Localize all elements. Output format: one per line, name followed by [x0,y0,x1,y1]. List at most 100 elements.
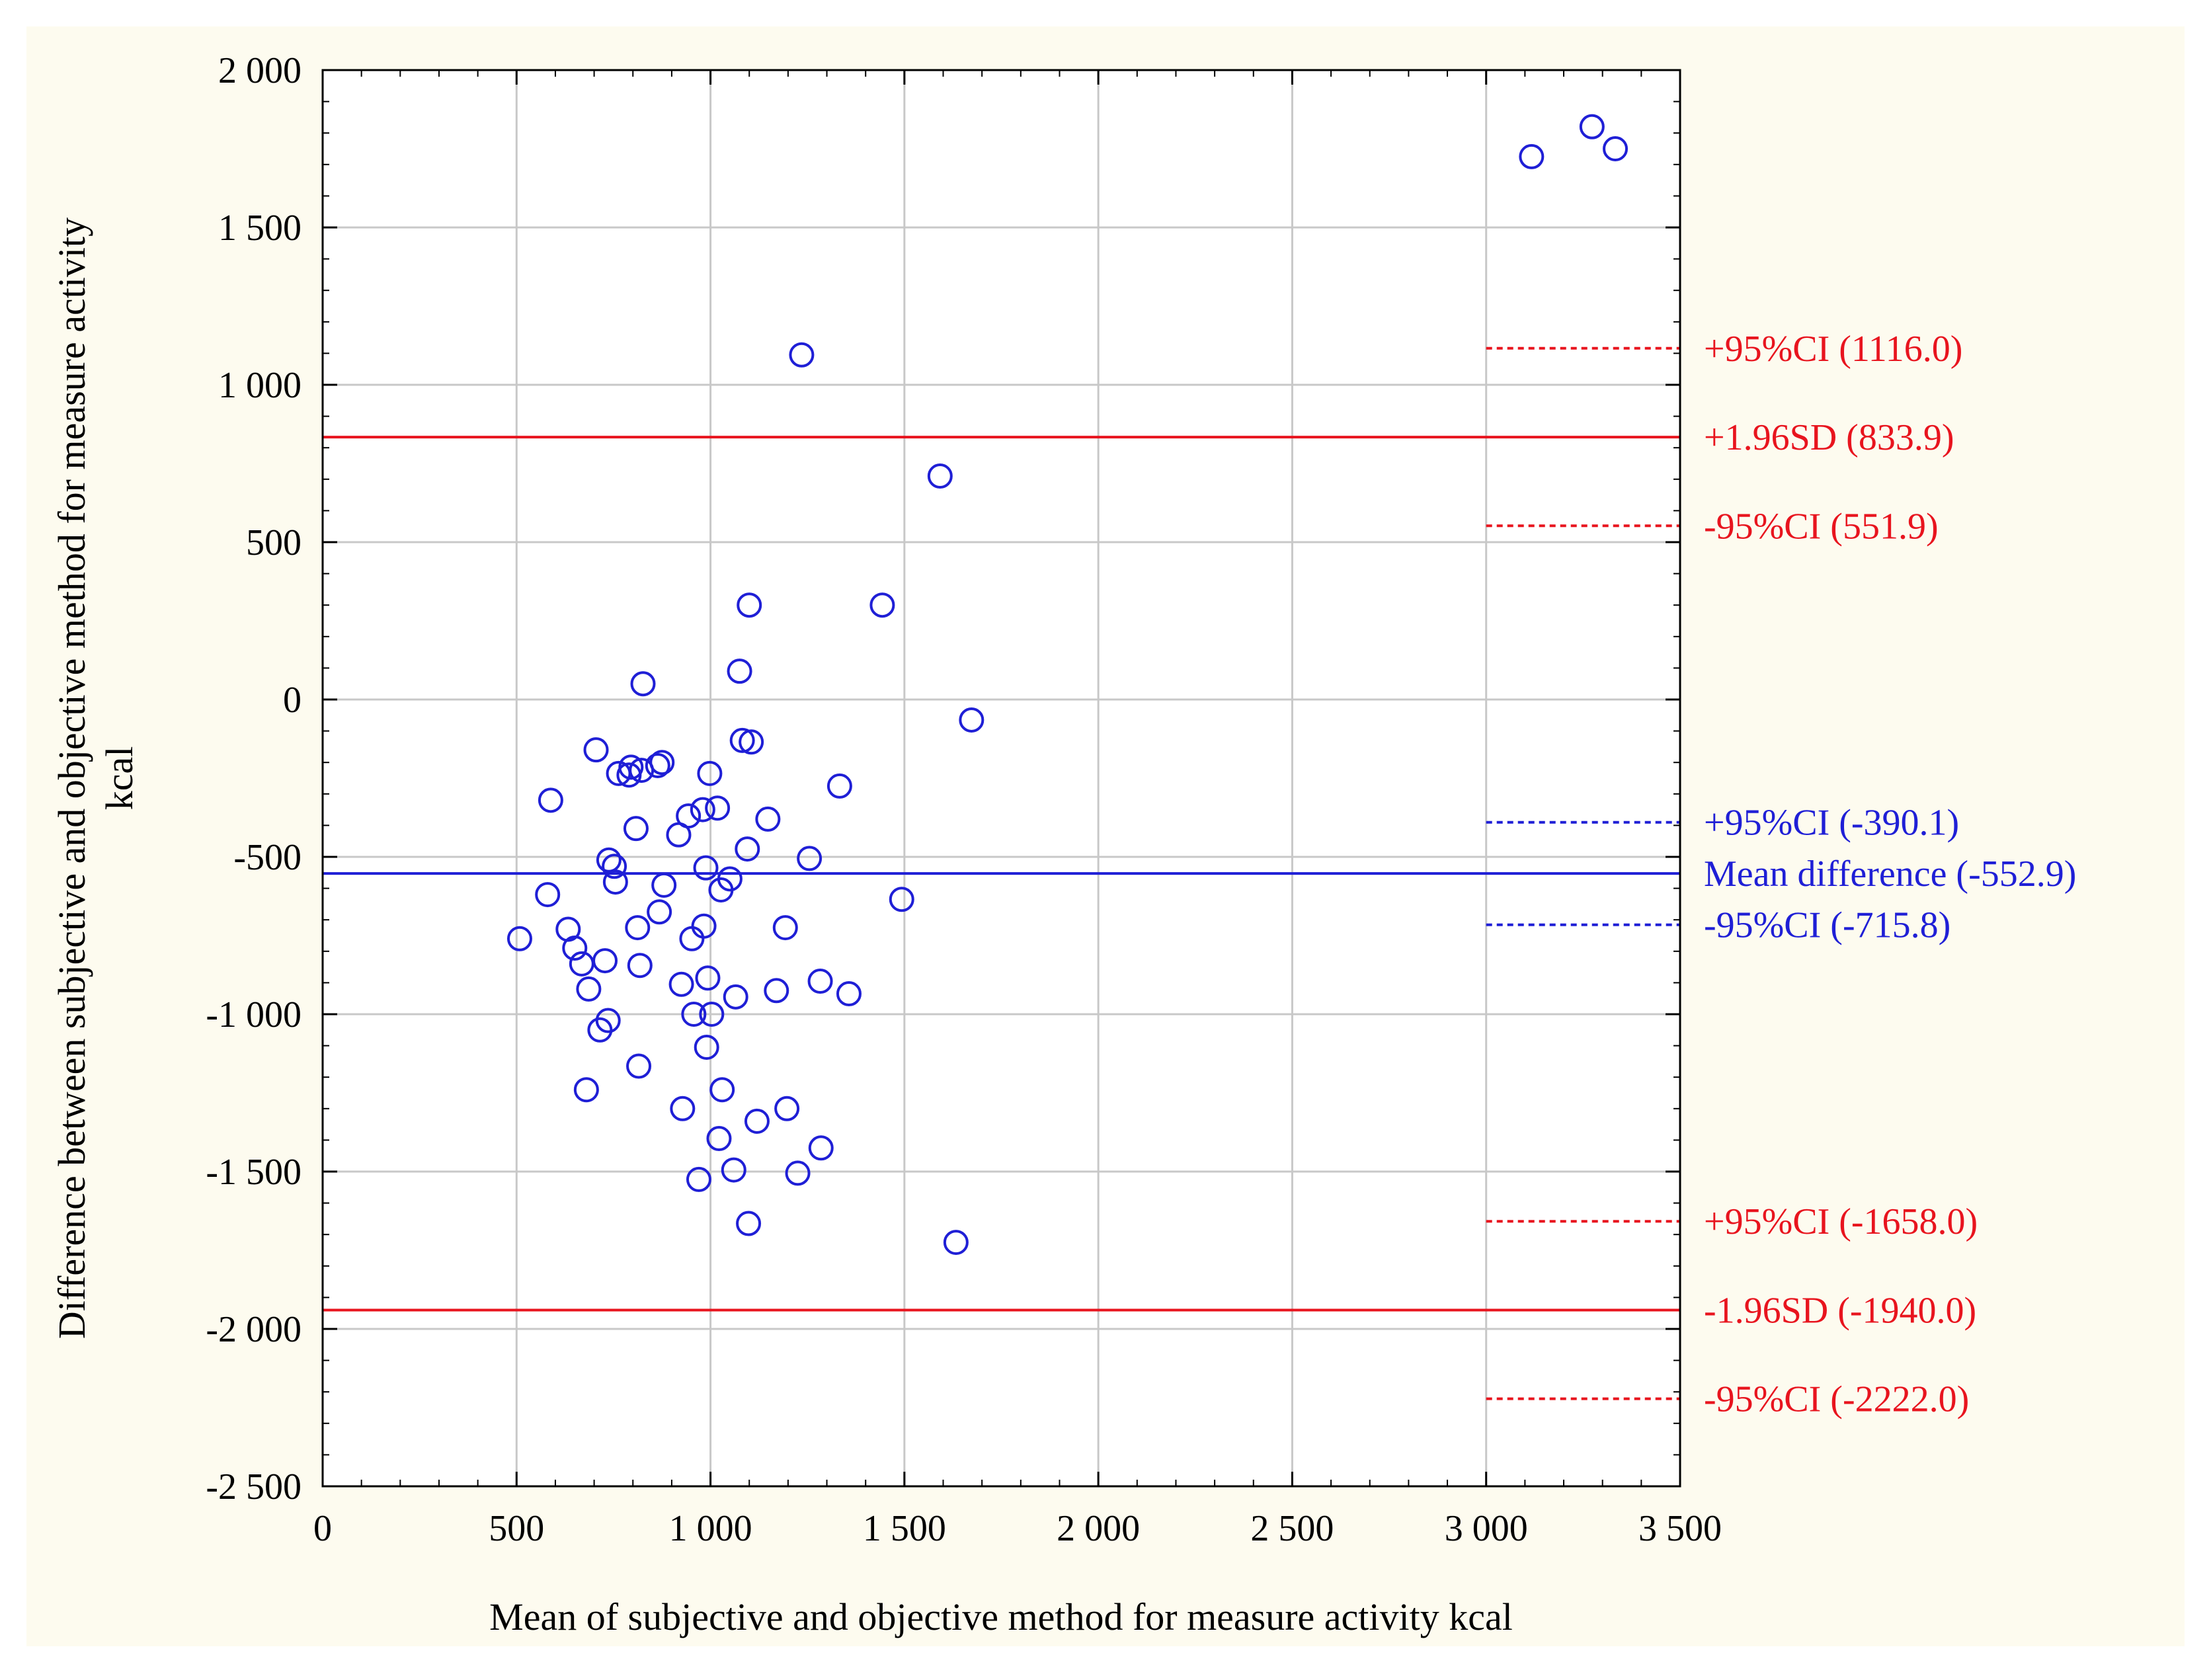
data-point-14 [602,869,628,895]
data-point-18 [623,816,649,842]
x-tick-label-5: 2 500 [1250,1508,1334,1549]
data-point-54 [739,729,764,755]
data-point-11 [595,1008,621,1033]
y-axis-ticks: 2 000 1 500 1 000 500 0 -500 -1 000 -1 500 -2 00… [206,50,1680,1507]
data-point-24 [645,752,670,778]
data-point-57 [764,978,789,1004]
data-point-50 [729,727,755,753]
x-tick-label-4: 2 000 [1057,1508,1140,1549]
data-point-37 [693,855,719,881]
data-point-41 [699,1002,725,1027]
data-point-38 [694,1034,719,1060]
x-axis-label: Mean of subjective and objective method … [489,1595,1513,1638]
y-tick-label-5: -500 [233,837,302,878]
data-point-62 [797,846,823,871]
data-point-52 [736,1211,762,1236]
y-axis-label-line2: kcal [98,746,141,811]
upper-ci-high-label: +95%CI (1116.0) [1704,329,1962,370]
data-point-59 [774,1096,800,1121]
data-point-27 [651,872,677,898]
data-point-39 [695,965,721,991]
data-point-51 [735,836,760,862]
data-point-10 [592,948,618,974]
data-points [506,114,1628,1256]
data-point-68 [889,887,914,912]
data-point-61 [789,342,815,368]
data-point-74 [1603,136,1628,161]
data-point-43 [706,1126,732,1152]
grid-lines [323,70,1680,1486]
data-point-12 [596,847,622,873]
data-point-30 [670,1096,696,1121]
y-tick-label-9: -2 500 [206,1466,302,1507]
plot-frame [321,69,1681,1488]
x-tick-label-1: 500 [489,1508,544,1549]
lower-ci-low-label: -95%CI (-2222.0) [1704,1379,1969,1420]
y-tick-label-4: 0 [283,680,302,721]
data-point-4 [562,936,588,961]
data-point-0 [506,926,532,951]
data-point-1 [535,882,561,908]
y-tick-label-6: -1 000 [206,994,302,1035]
data-point-13 [602,854,627,879]
lower-loa-label: -1.96SD (-1940.0) [1704,1290,1976,1331]
data-point-23 [630,671,656,697]
x-tick-label-3: 1 500 [863,1508,946,1549]
mean-ci-low-label: -95%CI (-715.8) [1704,905,1950,946]
y-tick-label-8: -2 000 [206,1309,302,1350]
data-point-58 [772,915,798,941]
data-point-40 [697,760,723,786]
data-point-66 [836,981,862,1007]
x-axis-ticks: 0 500 1 000 1 500 2 000 2 500 3 000 3 500 [313,70,1722,1549]
data-point-45 [709,1077,735,1103]
upper-ci-low-label: -95%CI (551.9) [1704,506,1939,547]
y-tick-label-7: -1 500 [206,1152,302,1193]
data-point-70 [943,1230,969,1256]
x-tick-label-6: 3 000 [1445,1508,1528,1549]
data-point-36 [691,913,717,939]
data-point-72 [1519,143,1545,169]
data-point-71 [959,707,985,733]
data-point-7 [573,1077,599,1103]
data-point-35 [690,797,715,822]
data-point-17 [618,754,644,780]
data-point-42 [705,795,731,821]
data-point-29 [668,971,694,997]
mean-difference-label: Mean difference (-552.9) [1704,854,2076,895]
data-point-31 [676,803,702,829]
data-point-56 [755,806,781,832]
data-point-9 [587,1017,613,1043]
data-point-65 [826,773,852,799]
lower-ci-high-label: +95%CI (-1658.0) [1704,1201,1978,1242]
data-point-34 [686,1166,711,1192]
data-point-49 [727,659,752,684]
data-point-19 [625,915,651,941]
data-point-8 [583,737,609,763]
data-point-53 [737,592,762,618]
x-tick-label-2: 1 000 [669,1508,752,1549]
y-tick-label-3: 500 [246,522,302,563]
data-point-26 [649,750,675,776]
data-point-64 [808,1135,834,1161]
x-tick-label-7: 3 500 [1638,1508,1722,1549]
reference-line-labels: +95%CI (1116.0) +1.96SD (833.9) -95%CI (55… [1704,329,2076,1420]
data-point-48 [723,984,748,1010]
data-point-20 [626,1053,652,1079]
data-point-25 [647,899,672,925]
x-tick-label-0: 0 [313,1508,332,1549]
data-point-46 [717,866,743,892]
data-point-33 [681,1002,707,1027]
data-point-2 [538,787,563,813]
upper-loa-label: +1.96SD (833.9) [1704,417,1954,458]
plot-area [323,70,1680,1486]
data-point-69 [927,463,953,489]
y-tick-label-0: 2 000 [218,50,302,91]
y-tick-label-2: 1 000 [218,365,302,406]
data-point-73 [1579,114,1605,140]
mean-ci-high-label: +95%CI (-390.1) [1704,803,1959,844]
y-axis-label-line1: Difference between subjective and object… [50,218,93,1339]
reference-lines [323,346,1680,1400]
data-point-55 [744,1108,770,1134]
data-point-21 [627,953,653,979]
